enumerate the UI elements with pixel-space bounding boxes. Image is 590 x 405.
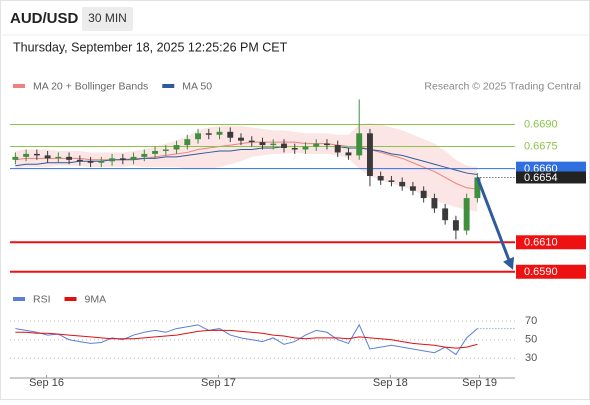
ma-line	[15, 146, 478, 176]
candle-body	[195, 133, 201, 140]
candle-body	[130, 156, 137, 160]
rsi-line	[15, 323, 478, 356]
legend-swatch	[13, 84, 25, 88]
legend-label: RSI	[33, 293, 51, 305]
forecast-arrowhead	[503, 256, 514, 270]
ma-line	[15, 141, 478, 190]
timeframe-badge	[82, 7, 133, 31]
legend-swatch	[64, 297, 77, 301]
candle-body	[334, 145, 341, 153]
candle-body	[345, 152, 352, 156]
candle-body	[302, 146, 309, 150]
candle-body	[205, 133, 212, 135]
candle-body	[173, 145, 180, 150]
legend-swatch	[13, 297, 25, 301]
candle-body	[55, 156, 62, 159]
candle-body	[12, 156, 19, 160]
candle-body	[356, 133, 363, 156]
candle-body	[366, 133, 373, 177]
level-label: 0.6590	[524, 266, 558, 278]
candle-body	[452, 220, 459, 231]
x-tick-label: Sep 18	[373, 377, 408, 389]
candle-body	[98, 161, 105, 163]
candle-body	[33, 153, 40, 156]
level-badge	[516, 264, 586, 279]
candle-body	[162, 149, 169, 151]
candle-body	[259, 142, 266, 146]
timeframe: 30 MIN	[88, 11, 127, 25]
legend-label: MA 20 + Bollinger Bands	[33, 80, 148, 92]
candle-body	[270, 143, 277, 146]
candle-body	[420, 190, 427, 199]
credit: Research © 2025 Trading Central	[424, 80, 581, 92]
candle-body	[442, 208, 449, 221]
candle-body	[152, 150, 159, 154]
legend-label: MA 50	[182, 80, 212, 92]
x-tick-label: Sep 17	[201, 377, 236, 389]
candle-body	[281, 143, 287, 149]
rsi-line	[15, 329, 478, 349]
legend-swatch	[162, 84, 175, 88]
candle-body	[313, 143, 320, 147]
candle-body	[87, 161, 94, 163]
forecast-arrow	[475, 176, 512, 264]
timestamp: Thursday, September 18, 2025 12:25:26 PM…	[13, 40, 288, 54]
candle-body	[291, 148, 298, 150]
level-label: 0.6675	[524, 140, 558, 152]
candle-body	[324, 143, 330, 146]
y-tick-label: 50	[525, 334, 537, 346]
candle-body	[377, 176, 384, 181]
candle-body	[227, 131, 234, 138]
candle-body	[248, 140, 255, 143]
candle-body	[184, 139, 191, 146]
last-price-badge	[516, 171, 586, 184]
y-tick-label: 30	[525, 352, 537, 364]
candle-body	[431, 198, 438, 209]
candle-body	[109, 158, 116, 162]
last-price-label: 0.6654	[524, 172, 558, 184]
candle-body	[216, 131, 223, 135]
candle-body	[463, 198, 470, 231]
candle-body	[474, 177, 481, 199]
x-tick-label: Sep 16	[29, 377, 64, 389]
level-badge	[516, 235, 586, 250]
y-tick-label: 70	[525, 315, 537, 327]
candle-body	[66, 156, 73, 160]
x-tick-label: Sep 19	[462, 377, 497, 389]
candle-body	[399, 181, 406, 187]
candle-body	[238, 137, 244, 141]
candle-body	[388, 180, 395, 182]
symbol: AUD/USD	[10, 10, 79, 27]
candle-body	[76, 159, 83, 162]
candle-body	[23, 153, 30, 157]
candle-body	[409, 186, 416, 191]
candle-body	[119, 158, 126, 160]
legend-label: 9MA	[85, 293, 107, 305]
candle-body	[141, 153, 148, 157]
level-label: 0.6610	[524, 237, 558, 249]
level-label: 0.6690	[524, 118, 558, 130]
candle-body	[44, 155, 51, 159]
